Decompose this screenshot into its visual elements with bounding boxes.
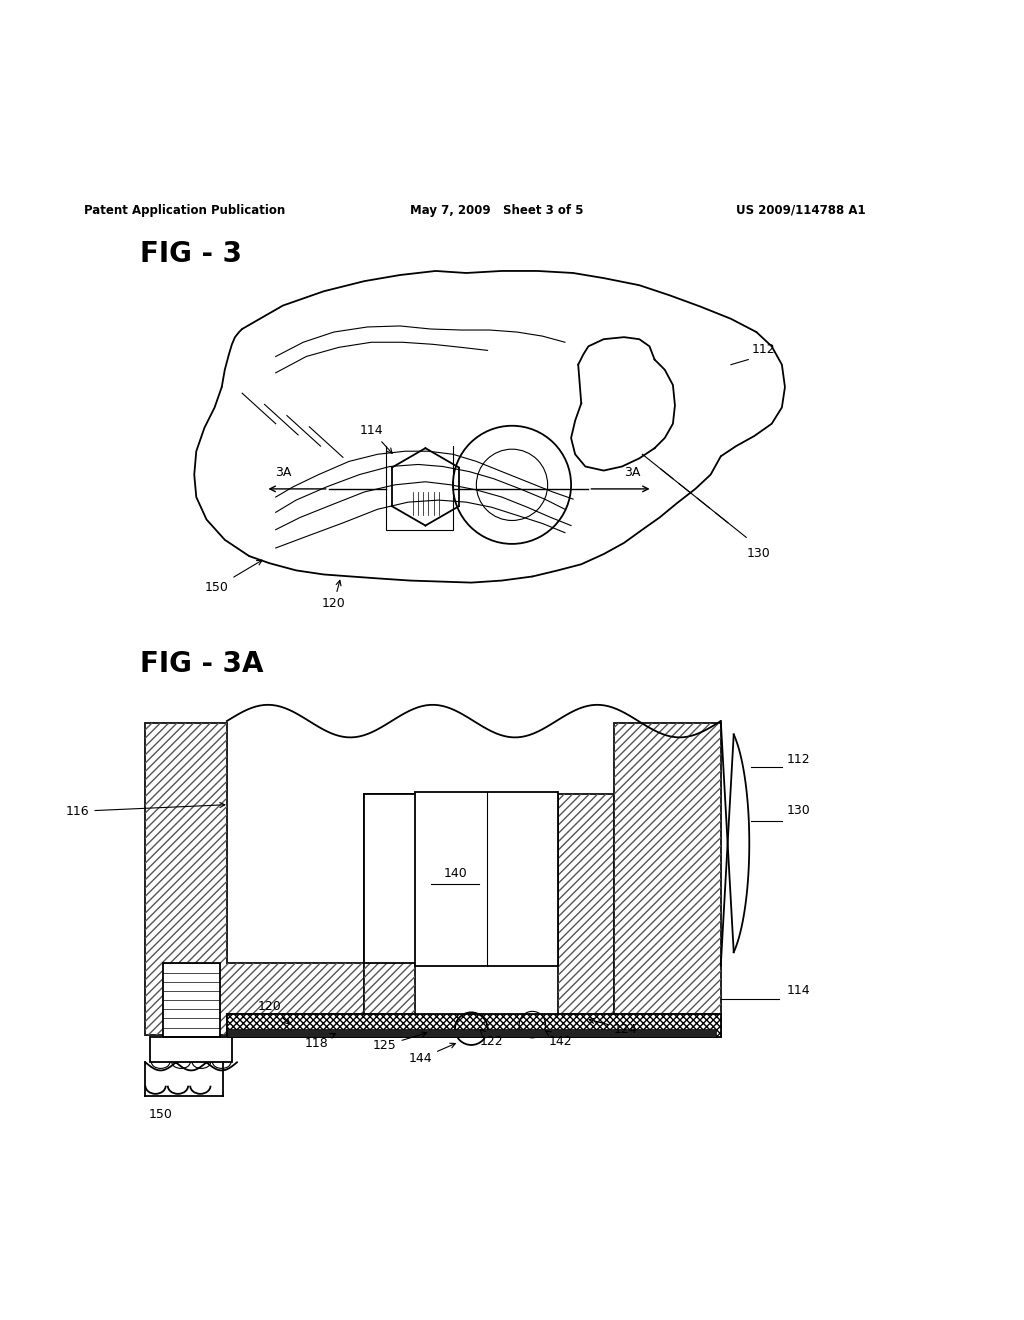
Text: 130: 130 xyxy=(746,546,770,560)
Text: 118: 118 xyxy=(304,1034,335,1049)
Text: 142: 142 xyxy=(545,1031,572,1048)
Polygon shape xyxy=(227,1014,721,1036)
Text: 112: 112 xyxy=(787,754,811,767)
Text: Patent Application Publication: Patent Application Publication xyxy=(84,203,286,216)
Polygon shape xyxy=(558,795,613,1014)
Polygon shape xyxy=(416,792,558,965)
Text: 114: 114 xyxy=(359,424,392,453)
Bar xyxy=(151,1036,231,1063)
Text: 144: 144 xyxy=(409,1043,456,1065)
Text: 116: 116 xyxy=(66,803,225,818)
Polygon shape xyxy=(145,723,365,1035)
Text: 3A: 3A xyxy=(624,466,640,479)
Text: US 2009/114788 A1: US 2009/114788 A1 xyxy=(736,203,865,216)
Text: May 7, 2009   Sheet 3 of 5: May 7, 2009 Sheet 3 of 5 xyxy=(411,203,584,216)
Text: 114: 114 xyxy=(787,985,811,998)
Text: FIG - 3: FIG - 3 xyxy=(140,240,243,268)
Polygon shape xyxy=(365,795,558,964)
Text: 112: 112 xyxy=(752,343,775,356)
Text: 124: 124 xyxy=(589,1019,638,1036)
Text: 120: 120 xyxy=(322,581,346,610)
Polygon shape xyxy=(227,1028,716,1036)
Polygon shape xyxy=(365,795,416,1014)
Polygon shape xyxy=(613,723,721,1014)
Text: 130: 130 xyxy=(787,804,811,817)
Text: 122: 122 xyxy=(480,1030,504,1048)
Text: 140: 140 xyxy=(444,867,468,880)
Text: 3A: 3A xyxy=(274,466,291,479)
Bar xyxy=(163,964,220,1036)
Text: 150: 150 xyxy=(205,560,262,594)
Text: 120: 120 xyxy=(258,1001,290,1024)
Text: 150: 150 xyxy=(148,1107,173,1121)
Text: 125: 125 xyxy=(373,1032,427,1052)
Text: FIG - 3A: FIG - 3A xyxy=(140,649,264,677)
